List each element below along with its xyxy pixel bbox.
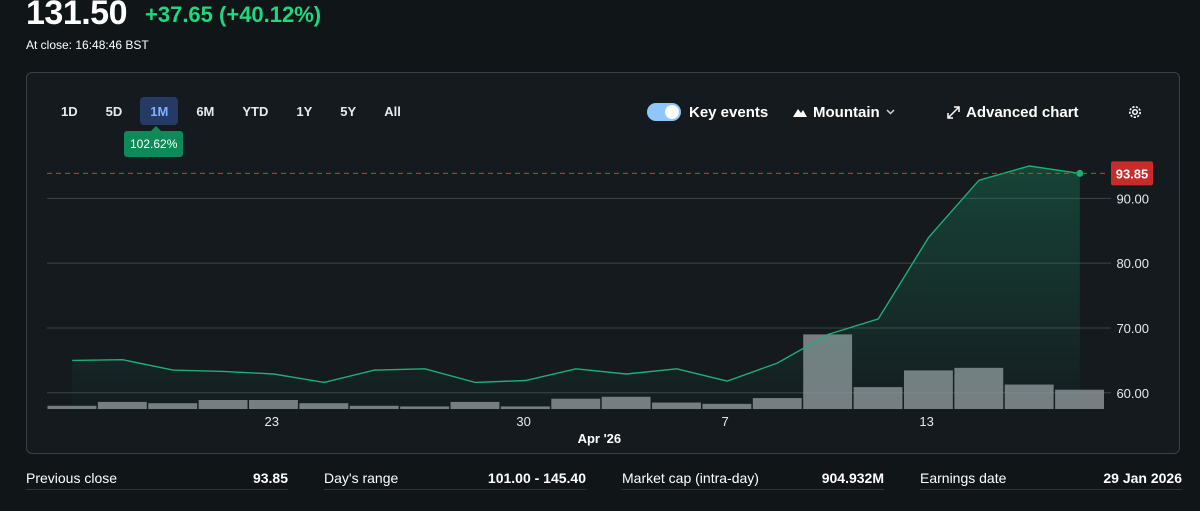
advanced-chart-button[interactable]: Advanced chart <box>947 99 1079 125</box>
range-tab-1m[interactable]: 1M <box>140 97 179 125</box>
x-tick-label: 23 <box>264 414 278 429</box>
price-chart[interactable]: 93.85 60.00 70.00 80.00 90.00 23 30 7 13 Apr '26 <box>27 73 1181 455</box>
stat-previous-close: Previous close 93.85 <box>26 466 288 490</box>
previous-close-label: 93.85 <box>1116 166 1149 181</box>
key-events-toggle[interactable]: Key events <box>647 99 768 125</box>
chart-settings-button[interactable] <box>1127 99 1149 125</box>
x-tick-label: 7 <box>722 414 729 429</box>
stat-value: 93.85 <box>252 470 288 486</box>
close-timestamp: At close: 16:48:46 BST <box>26 38 149 52</box>
stat-value: 101.00 - 145.40 <box>487 470 586 486</box>
price-area <box>72 166 1080 409</box>
y-tick-label: 60.00 <box>1116 386 1149 401</box>
stat-value: 904.932M <box>821 470 884 486</box>
previous-close-badge <box>1111 161 1153 186</box>
range-tab-5y[interactable]: 5Y <box>340 103 357 119</box>
range-tab-1y[interactable]: 1Y <box>296 103 313 119</box>
x-month-label: Apr '26 <box>578 431 622 446</box>
x-tick-label: 30 <box>516 414 530 429</box>
chart-type-label: Mountain <box>813 103 880 121</box>
chevron-down-icon <box>886 109 895 115</box>
quote-header: 131.50 +37.65 (+40.12%) At close: 16:48:… <box>26 0 626 60</box>
chart-panel: 1D 5D 1M 6M YTD 1Y 5Y All 102.62% Key ev… <box>26 72 1180 454</box>
gear-icon <box>1127 104 1143 120</box>
stat-value: 29 Jan 2026 <box>1103 470 1182 486</box>
stat-label: Previous close <box>26 470 118 486</box>
stat-market-cap: Market cap (intra-day) 904.932M <box>622 466 884 490</box>
stat-label: Earnings date <box>920 470 1007 486</box>
range-tab-5d[interactable]: 5D <box>105 103 123 119</box>
range-tab-6m[interactable]: 6M <box>196 103 215 119</box>
range-tabs: 1D 5D 1M 6M YTD 1Y 5Y All <box>51 97 419 125</box>
y-tick-label: 70.00 <box>1116 321 1149 336</box>
mountain-icon <box>793 107 807 117</box>
chart-type-dropdown[interactable]: Mountain <box>793 99 901 125</box>
y-tick-label: 80.00 <box>1116 256 1149 271</box>
stat-label: Day's range <box>324 470 399 486</box>
range-tab-ytd[interactable]: YTD <box>242 103 269 119</box>
range-tab-1d[interactable]: 1D <box>61 103 78 119</box>
stats-row: Previous close 93.85 Day's range 101.00 … <box>26 466 1186 490</box>
expand-icon <box>947 105 960 119</box>
range-change-badge: 102.62% <box>124 126 184 157</box>
advanced-chart-label: Advanced chart <box>966 103 1079 121</box>
last-price-dot <box>1076 169 1084 177</box>
y-tick-label: 90.00 <box>1116 191 1149 206</box>
volume-bar <box>47 405 97 409</box>
toggle-switch[interactable] <box>647 103 681 121</box>
price-line <box>72 165 1080 384</box>
price-change: +37.65 (+40.12%) <box>145 2 322 27</box>
stat-earnings-date: Earnings date 29 Jan 2026 <box>920 466 1182 490</box>
x-tick-label: 13 <box>919 414 933 429</box>
range-tab-all[interactable]: All <box>384 103 401 119</box>
stat-label: Market cap (intra-day) <box>622 470 759 486</box>
stat-days-range: Day's range 101.00 - 145.40 <box>324 466 586 490</box>
key-events-label: Key events <box>689 103 769 121</box>
current-price: 131.50 <box>26 0 128 32</box>
